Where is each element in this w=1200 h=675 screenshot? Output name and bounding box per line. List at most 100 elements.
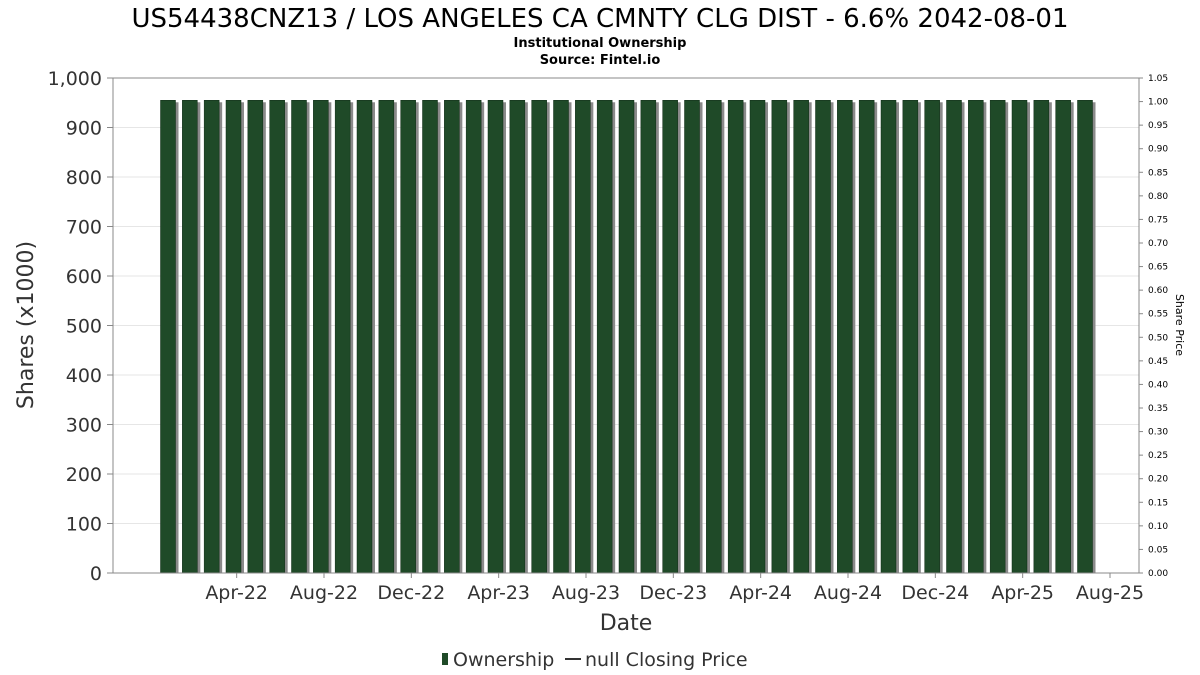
x-tick-label: Aug-25 [1076,582,1144,604]
y2-tick-label: 0.95 [1148,121,1168,131]
x-tick-label: Aug-23 [552,582,620,604]
ownership-bar [400,100,416,574]
ownership-bar [596,100,613,574]
y-tick-label: 500 [66,316,102,338]
y2-tick-label: 0.45 [1148,357,1168,367]
legend-price-label: null Closing Price [585,649,748,671]
y2-axis-ticks: 0.00 0.05 0.10 0.15 0.20 0.25 0.30 0.35 0.40 0.45… [1139,74,1168,579]
y2-tick-label: 0.65 [1148,263,1168,273]
y2-tick-label: 0.15 [1148,498,1168,508]
ownership-bar [269,100,285,574]
chart-title: US54438CNZ13 / LOS ANGELES CA CMNTY CLG … [131,4,1068,34]
y2-tick-label: 0.85 [1148,168,1168,178]
x-tick-label: Aug-24 [814,582,882,604]
ownership-bar [531,100,547,574]
x-tick-label: Apr-25 [991,582,1054,604]
ownership-bar [575,100,591,574]
ownership-bar [793,100,809,574]
ownership-bar [858,100,875,574]
ownership-bar [968,100,984,574]
ownership-bar [684,100,700,574]
chart-subtitle-2: Source: Fintel.io [540,53,661,68]
ownership-bar [618,100,635,574]
y-tick-label: 0 [90,563,102,585]
ownership-bar [334,100,351,574]
y2-tick-label: 0.40 [1148,380,1168,390]
ownership-bar [924,100,940,574]
y2-tick-label: 0.30 [1148,428,1168,438]
ownership-bar [771,100,788,574]
y2-tick-label: 0.70 [1148,239,1168,249]
y2-tick-label: 0.50 [1148,333,1168,343]
y2-tick-label: 0.00 [1148,569,1168,579]
ownership-bar [727,100,744,574]
legend-ownership-label: Ownership [453,649,554,671]
y2-tick-label: 1.05 [1148,74,1168,84]
x-tick-label: Dec-22 [377,582,445,604]
ownership-bar [1011,100,1028,574]
ownership-bar [509,100,526,574]
ownership-bar [291,100,307,574]
ownership-bar [1077,100,1093,574]
x-tick-label: Dec-24 [901,582,969,604]
y-tick-label: 800 [66,167,102,189]
legend-ownership-swatch [442,653,448,665]
ownership-bar [487,100,504,574]
y-axis-label: Shares (x1000) [14,241,39,409]
y2-tick-label: 0.05 [1148,545,1168,555]
y-tick-label: 400 [66,365,102,387]
y-axis-ticks: 0 100 200 300 400 500 600 700 800 900 1,000 [48,68,113,585]
x-tick-label: Apr-22 [205,582,268,604]
ownership-bar [640,100,657,574]
x-tick-label: Apr-24 [729,582,792,604]
legend: Ownership null Closing Price [442,649,748,671]
ownership-bar [815,100,831,574]
y-tick-label: 900 [66,118,102,140]
ownership-bar [1033,100,1050,574]
ownership-bar [749,100,766,574]
x-tick-label: Aug-22 [290,582,358,604]
y2-tick-label: 0.20 [1148,475,1168,485]
y-tick-label: 1,000 [48,68,102,90]
x-tick-label: Apr-23 [467,582,530,604]
ownership-bar [247,100,264,574]
y2-tick-label: 0.25 [1148,451,1168,461]
ownership-bar [203,100,220,574]
y2-tick-label: 1.00 [1148,98,1168,108]
ownership-bar [422,100,438,574]
y-tick-label: 600 [66,266,102,288]
ownership-bar [902,100,919,574]
ownership-bar [465,100,482,574]
x-tick-label: Dec-23 [639,582,707,604]
ownership-bar [662,100,678,574]
y-tick-label: 200 [66,464,102,486]
x-axis-ticks: Apr-22 Aug-22 Dec-22 Apr-23 Aug-23 Dec-23 Apr-… [205,573,1144,604]
ownership-bar [378,100,395,574]
x-axis-label: Date [600,611,653,636]
chart-subtitle-1: Institutional Ownership [514,36,687,51]
ownership-bar [444,100,460,574]
y2-tick-label: 0.10 [1148,522,1168,532]
y2-tick-label: 0.55 [1148,310,1168,320]
ownership-bar [1055,100,1071,574]
ownership-bar [182,100,198,574]
y-tick-label: 700 [66,217,102,239]
y2-tick-label: 0.90 [1148,145,1168,155]
ownership-bar [553,100,569,574]
ownership-bar [880,100,897,574]
y-tick-label: 300 [66,415,102,437]
bars [113,100,1139,574]
ownership-bar [356,100,373,574]
y2-tick-label: 0.75 [1148,215,1168,225]
y2-tick-label: 0.60 [1148,286,1168,296]
ownership-bar [160,100,176,574]
y2-tick-label: 0.35 [1148,404,1168,414]
ownership-bar [225,100,242,574]
y2-tick-label: 0.80 [1148,192,1168,202]
y2-axis-label: Share Price [1173,294,1186,356]
ownership-bar [313,100,329,574]
ownership-bar [946,100,962,574]
y-tick-label: 100 [66,514,102,536]
ownership-bar [837,100,853,574]
